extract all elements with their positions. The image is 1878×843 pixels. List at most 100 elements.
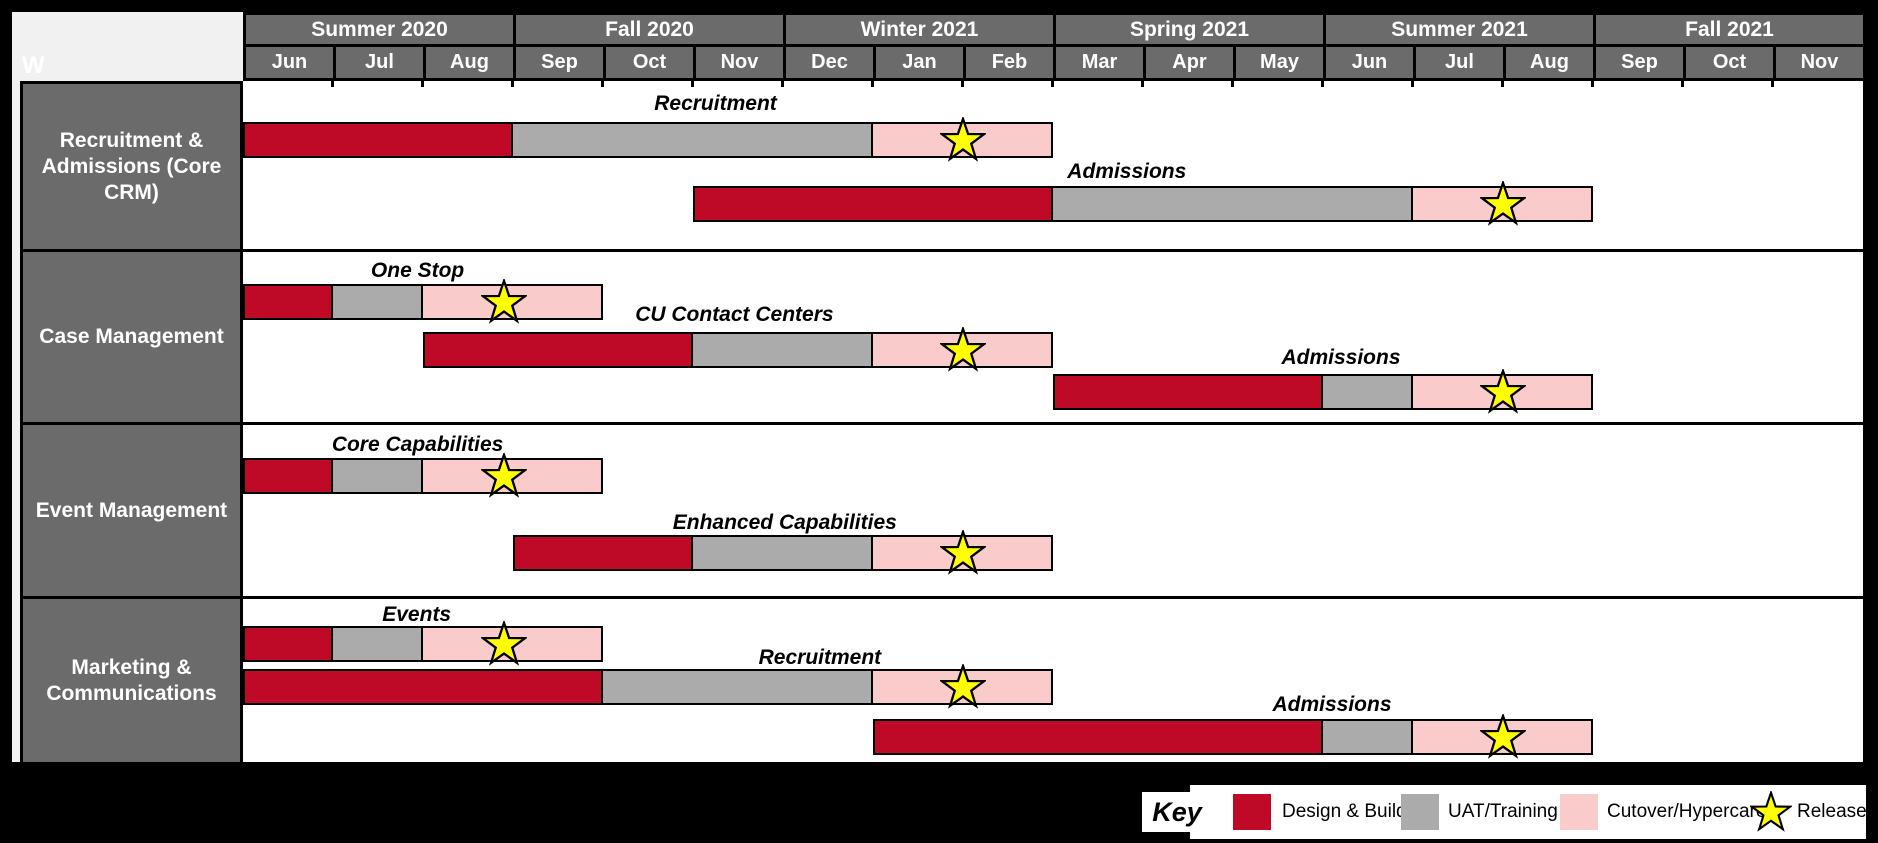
segment-uat-training: [331, 626, 423, 662]
row-divider: [243, 249, 1863, 252]
table-right-border: [1863, 12, 1866, 762]
month-header-oct-4: Oct: [606, 47, 693, 78]
segment-design-build: [243, 122, 513, 158]
month-tick: [1681, 81, 1684, 87]
month-header-mar-9: Mar: [1056, 47, 1143, 78]
segment-design-build: [243, 284, 333, 320]
month-tick: [961, 81, 964, 87]
month-header-jul-1: Jul: [336, 47, 423, 78]
release-star-icon: [479, 619, 529, 667]
workstream-header-marketing-communications: Marketing & Communications: [23, 599, 240, 762]
segment-design-build: [873, 719, 1323, 755]
month-tick: [1411, 81, 1414, 87]
legend-swatch-design-build: [1233, 794, 1271, 830]
segment-design-build: [243, 458, 333, 494]
segment-uat-training: [691, 332, 873, 368]
segment-design-build: [423, 332, 693, 368]
month-tick: [1501, 81, 1504, 87]
release-star-icon: [1478, 712, 1528, 760]
task-label-events: Events: [382, 603, 452, 626]
month-header-sep-15: Sep: [1596, 47, 1683, 78]
segment-design-build: [243, 669, 603, 705]
legend-label-uat-training: UAT/Training: [1448, 801, 1558, 822]
month-tick: [601, 81, 604, 87]
month-header-feb-8: Feb: [966, 47, 1053, 78]
month-header-dec-6: Dec: [786, 47, 873, 78]
workstream-header-case-management: Case Management: [23, 252, 240, 422]
release-star-icon: [479, 451, 529, 499]
row-divider: [243, 596, 1863, 599]
month-tick: [781, 81, 784, 87]
release-star-icon: [938, 528, 988, 576]
month-tick: [691, 81, 694, 87]
segment-design-build: [243, 626, 333, 662]
season-header-spring-2021: Spring 2021: [1056, 15, 1323, 44]
month-header-oct-16: Oct: [1686, 47, 1773, 78]
month-header-nov-5: Nov: [696, 47, 783, 78]
month-tick: [511, 81, 514, 87]
month-tick: [1141, 81, 1144, 87]
segment-uat-training: [1321, 719, 1413, 755]
month-header-sep-3: Sep: [516, 47, 603, 78]
task-label-recruitment: Recruitment: [758, 646, 882, 669]
corner-watermark-text: W: [22, 52, 45, 79]
release-star-icon: [1478, 367, 1528, 415]
task-label-admissions: Admissions: [1067, 160, 1187, 183]
task-label-enhanced-capabilities: Enhanced Capabilities: [672, 511, 897, 534]
segment-uat-training: [1051, 186, 1413, 222]
month-header-jul-13: Jul: [1416, 47, 1503, 78]
month-tick: [1231, 81, 1234, 87]
season-header-fall-2020: Fall 2020: [516, 15, 783, 44]
segment-uat-training: [331, 284, 423, 320]
season-header-summer-2020: Summer 2020: [246, 15, 513, 44]
release-star-icon: [1478, 179, 1528, 227]
legend-swatch-cutover-hypercare: [1560, 794, 1598, 830]
legend-band-background: Design & Build UAT/Training Cutover/Hyperc…: [0, 762, 1878, 843]
month-tick: [331, 81, 334, 87]
segment-uat-training: [331, 458, 423, 494]
season-header-fall-2021: Fall 2021: [1596, 15, 1863, 44]
legend-star-icon: [1748, 789, 1794, 833]
release-star-icon: [938, 115, 988, 163]
month-tick: [1771, 81, 1774, 87]
segment-uat-training: [691, 535, 873, 571]
legend-key-tab: Key: [1142, 792, 1212, 832]
workstream-header-recruitment-admissions-core-crm: Recruitment & Admissions (Core CRM): [23, 84, 240, 249]
segment-uat-training: [601, 669, 873, 705]
month-tick: [871, 81, 874, 87]
task-label-admissions: Admissions: [1281, 346, 1401, 369]
timeline-header: Summer 2020 Fall 2020 Winter 2021 Spring 20…: [243, 12, 1866, 81]
month-tick: [1051, 81, 1054, 87]
segment-uat-training: [511, 122, 873, 158]
left-gutter: [12, 12, 20, 762]
corner-cell: W: [12, 12, 243, 81]
gantt-plot-area: Recruitment Admissions One Stop CU Contact …: [243, 81, 1863, 762]
legend-swatch-uat-training: [1401, 794, 1439, 830]
task-label-one-stop: One Stop: [370, 259, 465, 282]
segment-uat-training: [1321, 374, 1413, 410]
segment-design-build: [693, 186, 1053, 222]
month-header-nov-17: Nov: [1776, 47, 1863, 78]
legend-label-cutover-hypercare: Cutover/Hypercare: [1607, 801, 1767, 822]
workstream-header-column: Recruitment & Admissions (Core CRM) Case …: [20, 81, 243, 762]
release-star-icon: [938, 662, 988, 710]
month-header-jun-12: Jun: [1326, 47, 1413, 78]
season-header-summer-2021: Summer 2021: [1326, 15, 1593, 44]
legend-label-design-build: Design & Build: [1282, 801, 1407, 822]
release-star-icon: [479, 277, 529, 325]
month-header-aug-2: Aug: [426, 47, 513, 78]
month-tick: [421, 81, 424, 87]
legend-key-label: Key: [1152, 796, 1202, 827]
row-divider: [243, 422, 1863, 425]
release-star-icon: [938, 325, 988, 373]
month-header-jun-0: Jun: [246, 47, 333, 78]
workstream-header-event-management: Event Management: [23, 425, 240, 596]
task-label-recruitment: Recruitment: [654, 92, 777, 115]
month-header-apr-10: Apr: [1146, 47, 1233, 78]
season-header-winter-2021: Winter 2021: [786, 15, 1053, 44]
month-header-may-11: May: [1236, 47, 1323, 78]
month-header-aug-14: Aug: [1506, 47, 1593, 78]
legend-band: Design & Build UAT/Training Cutover/Hyperc…: [1190, 785, 1867, 839]
month-header-jan-7: Jan: [876, 47, 963, 78]
